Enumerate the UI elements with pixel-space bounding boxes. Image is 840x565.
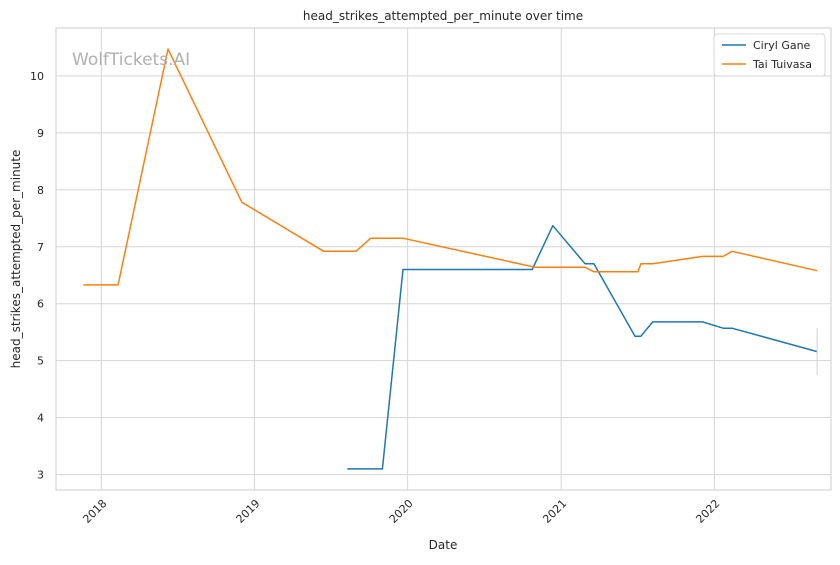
y-tick-label: 5 [37,355,44,368]
x-axis-label: Date [429,538,458,552]
y-tick-label: 9 [37,127,44,140]
legend: Ciryl Gane Tai Tuivasa [713,33,826,77]
y-tick-label: 8 [37,184,44,197]
watermark: WolfTickets.AI [72,50,190,70]
legend-label-ciryl-gane: Ciryl Gane [753,39,811,52]
series-lines [83,48,818,470]
y-tick-label: 3 [37,469,44,482]
y-tick-label: 4 [37,412,44,425]
grid-lines [56,28,831,490]
y-tick-label: 7 [37,241,44,254]
y-tick-label: 10 [30,70,44,83]
plot-area [55,27,832,491]
y-axis-label: head_strikes_attempted_per_minute [9,150,23,369]
series-line-tai-tuivasa [83,48,818,286]
y-tick-label: 6 [37,298,44,311]
legend-label-tai-tuivasa: Tai Tuivasa [752,58,812,71]
chart-title: head_strikes_attempted_per_minute over t… [303,9,583,23]
series-line-ciryl-gane [347,224,818,470]
